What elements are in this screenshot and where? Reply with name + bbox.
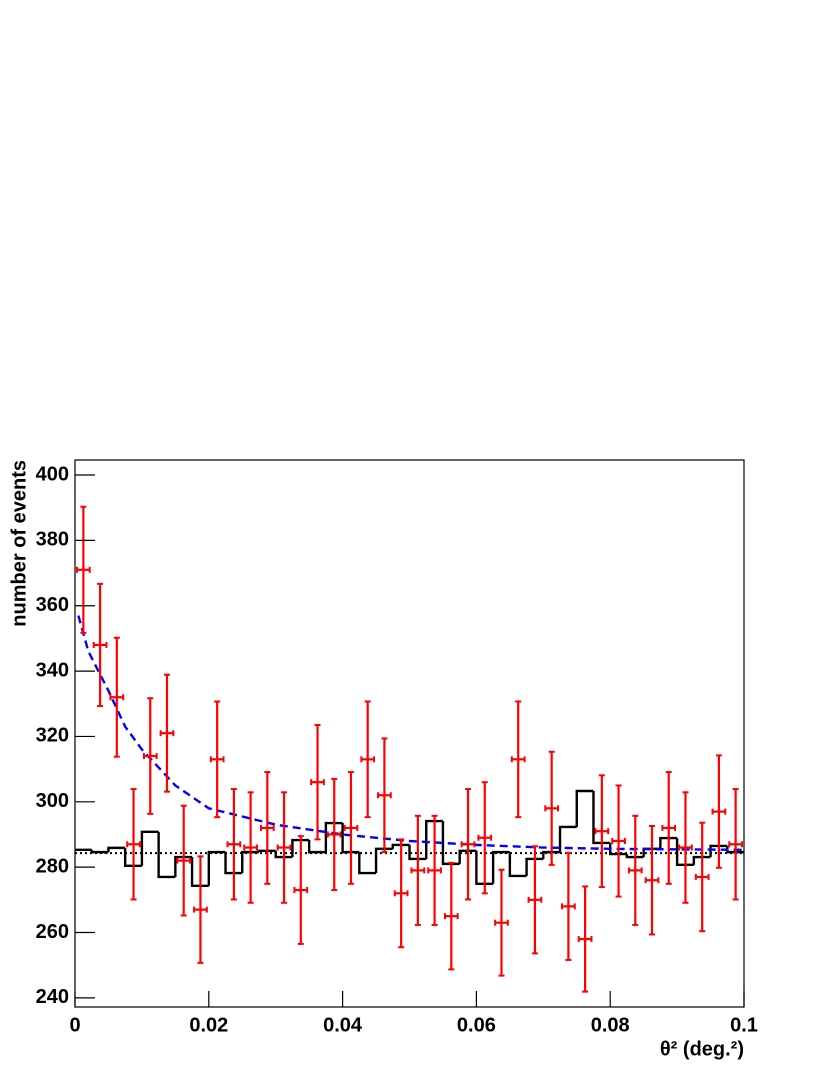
histogram-bin (525, 857, 544, 876)
histogram-bin (542, 850, 561, 859)
histogram-bin (174, 855, 193, 877)
plot-area (75, 505, 744, 993)
histogram-bin (341, 823, 360, 854)
histogram-bin (675, 838, 694, 867)
histogram-bin (726, 845, 744, 854)
y-axis-label: number of events (8, 460, 30, 627)
histogram-bin (241, 850, 259, 874)
histogram-bin (324, 821, 343, 853)
histogram-bin (257, 849, 276, 853)
y-tick-label: 280 (36, 855, 69, 877)
x-tick-label: 0.08 (591, 1014, 630, 1036)
histogram-bin (291, 838, 310, 858)
histogram-bin (458, 849, 477, 864)
histogram-bin (475, 850, 494, 886)
histogram-bin (659, 836, 678, 849)
histogram-bin (491, 850, 510, 884)
histogram-bin (391, 843, 410, 849)
y-tick-label: 360 (36, 594, 69, 616)
histogram-bin (408, 844, 427, 861)
y-tick-label: 380 (36, 529, 69, 551)
y-tick-label: 260 (36, 921, 69, 943)
y-tick-label: 240 (36, 986, 69, 1008)
y-tick-label: 340 (36, 659, 69, 681)
x-tick-label: 0.02 (189, 1014, 228, 1036)
y-tick-label: 300 (36, 790, 69, 812)
histogram-bin (157, 831, 176, 879)
histogram-bin (508, 852, 527, 878)
histogram-bin (107, 846, 126, 853)
histogram-bin (592, 791, 611, 845)
histogram-bin (374, 847, 393, 874)
histogram-bin (558, 825, 577, 853)
histogram-bin (692, 855, 711, 865)
y-tick-label: 400 (36, 463, 69, 485)
histogram-bin (425, 819, 443, 859)
x-tick-label: 0 (69, 1014, 80, 1036)
y-tick-label: 320 (36, 725, 69, 747)
histogram-bin (625, 854, 644, 859)
histogram-bin (358, 852, 377, 875)
histogram-bin (207, 850, 226, 886)
x-tick-label: 0.06 (457, 1014, 496, 1036)
x-tick-label: 0.04 (323, 1014, 363, 1036)
histogram-bin (140, 830, 159, 866)
histogram-bin (224, 852, 243, 875)
x-axis-label: θ² (deg.²) (660, 1038, 744, 1060)
x-tick-label: 0.1 (730, 1014, 758, 1036)
histogram-bin (190, 857, 209, 887)
frame (74, 459, 745, 1008)
histogram-bin (575, 789, 594, 827)
